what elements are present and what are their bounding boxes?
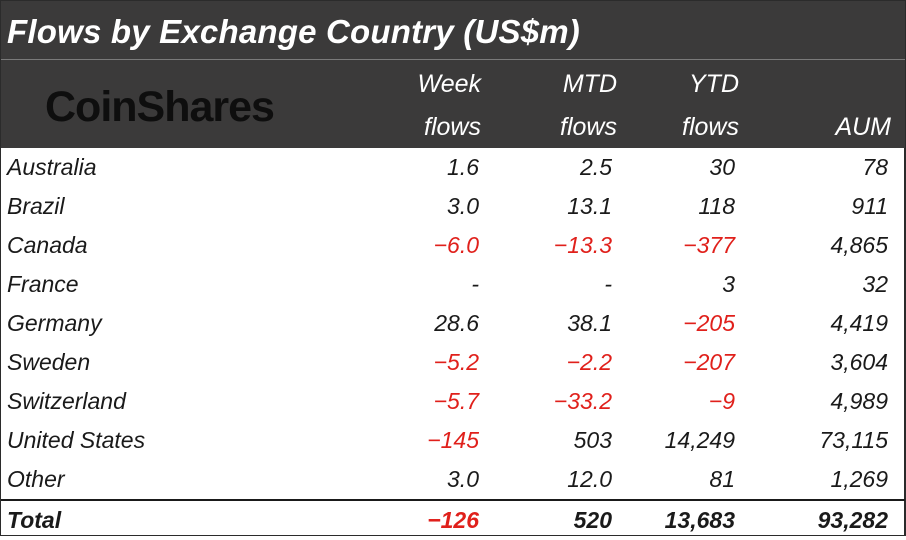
col-header-week-line2: flows xyxy=(424,113,481,141)
col-header-mtd-line2: flows xyxy=(560,113,617,141)
country-label: United States xyxy=(7,427,146,453)
week-value: −5.7 xyxy=(433,388,479,414)
mtd-value: −13.3 xyxy=(553,232,612,258)
aum-value: 73,115 xyxy=(819,427,888,453)
coinshares-logo: CoinShares xyxy=(45,83,275,131)
week-value: 3.0 xyxy=(447,193,479,219)
table-header: Flows by Exchange Country (US$m) CoinSha… xyxy=(1,1,905,148)
col-header-ytd-line1: YTD xyxy=(689,70,739,98)
title-divider xyxy=(1,59,905,60)
country-label: Australia xyxy=(7,154,97,180)
country-label: Switzerland xyxy=(7,388,126,414)
table-row: United States −145 503 14,249 73,115 xyxy=(1,421,905,460)
country-label: Other xyxy=(7,466,65,492)
aum-value: 4,419 xyxy=(830,310,888,336)
table-row: Germany 28.6 38.1 −205 4,419 xyxy=(1,304,905,343)
ytd-value: −205 xyxy=(683,310,735,336)
mtd-value: 503 xyxy=(573,427,612,453)
mtd-value: 520 xyxy=(573,507,612,533)
table-row: Switzerland −5.7 −33.2 −9 4,989 xyxy=(1,382,905,421)
country-label: France xyxy=(7,271,79,297)
mtd-value: 38.1 xyxy=(567,310,612,336)
mtd-value: 12.0 xyxy=(567,466,612,492)
country-label: Canada xyxy=(7,232,88,258)
week-value: −6.0 xyxy=(433,232,479,258)
week-value: −126 xyxy=(427,507,479,533)
country-label: Germany xyxy=(7,310,102,336)
mtd-value: - xyxy=(604,271,612,297)
aum-value: 1,269 xyxy=(830,466,888,492)
aum-value: 4,989 xyxy=(830,388,888,414)
week-value: 3.0 xyxy=(447,466,479,492)
aum-value: 93,282 xyxy=(817,507,888,533)
week-value: 28.6 xyxy=(434,310,479,336)
aum-value: 4,865 xyxy=(830,232,888,258)
ytd-value: −377 xyxy=(683,232,735,258)
week-value: 1.6 xyxy=(447,154,479,180)
country-label: Brazil xyxy=(7,193,65,219)
table-row: France - - 3 32 xyxy=(1,265,905,304)
ytd-value: 118 xyxy=(698,193,735,219)
week-value: −145 xyxy=(427,427,479,453)
ytd-value: 30 xyxy=(709,154,735,180)
aum-value: 32 xyxy=(862,271,888,297)
mtd-value: −33.2 xyxy=(553,388,612,414)
table-row: Australia 1.6 2.5 30 78 xyxy=(1,148,905,187)
week-value: - xyxy=(471,271,479,297)
col-header-week-line1: Week xyxy=(417,70,481,98)
aum-value: 911 xyxy=(851,193,888,219)
mtd-value: 2.5 xyxy=(580,154,612,180)
table-title: Flows by Exchange Country (US$m) xyxy=(7,13,580,50)
total-label: Total xyxy=(7,507,62,533)
aum-value: 78 xyxy=(862,154,888,180)
ytd-value: 14,249 xyxy=(664,427,735,453)
col-header-ytd-line2: flows xyxy=(682,113,739,141)
ytd-value: 3 xyxy=(722,271,735,297)
table-row: Brazil 3.0 13.1 118 911 xyxy=(1,187,905,226)
ytd-value: 81 xyxy=(709,466,735,492)
ytd-value: 13,683 xyxy=(664,507,735,533)
total-row: Total −126 520 13,683 93,282 xyxy=(1,501,905,540)
country-label: Sweden xyxy=(7,349,91,375)
week-value: −5.2 xyxy=(433,349,479,375)
table-row: Other 3.0 12.0 81 1,269 xyxy=(1,460,905,499)
col-header-aum: AUM xyxy=(835,113,891,141)
mtd-value: 13.1 xyxy=(567,193,612,219)
table-row: Sweden −5.2 −2.2 −207 3,604 xyxy=(1,343,905,382)
ytd-value: −207 xyxy=(683,349,735,375)
col-header-mtd-line1: MTD xyxy=(562,70,617,98)
table-row: Canada −6.0 −13.3 −377 4,865 xyxy=(1,226,905,265)
ytd-value: −9 xyxy=(708,388,735,414)
total-divider xyxy=(1,499,905,501)
aum-value: 3,604 xyxy=(830,349,888,375)
mtd-value: −2.2 xyxy=(566,349,612,375)
